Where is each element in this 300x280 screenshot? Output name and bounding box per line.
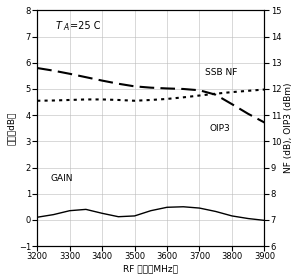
Text: SSB NF: SSB NF <box>205 68 237 77</box>
Y-axis label: 增益（dB）: 增益（dB） <box>7 111 16 145</box>
Text: A: A <box>63 24 69 32</box>
Text: =25 C: =25 C <box>70 21 101 31</box>
Text: OIP3: OIP3 <box>210 124 230 133</box>
Y-axis label: NF (dB), OIP3 (dBm): NF (dB), OIP3 (dBm) <box>284 83 293 174</box>
X-axis label: RF 输出（MHz）: RF 输出（MHz） <box>123 264 178 273</box>
Text: GAIN: GAIN <box>51 174 74 183</box>
Text: T: T <box>56 21 62 31</box>
